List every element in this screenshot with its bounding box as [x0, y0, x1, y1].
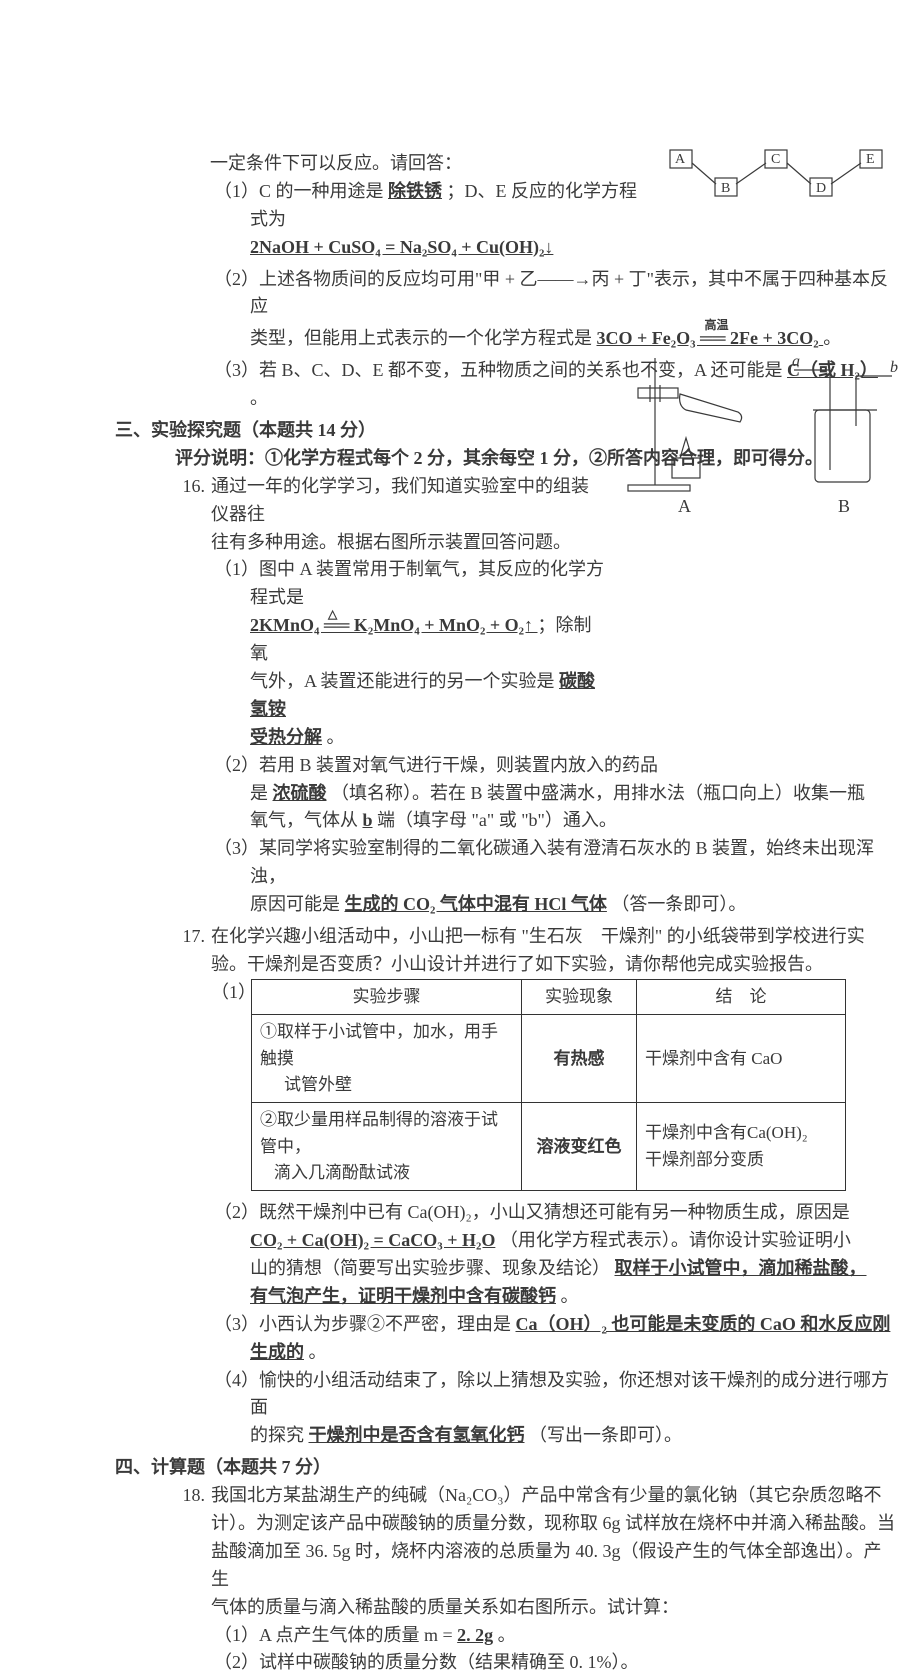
q17-p1: （1） 实验步骤 实验现象 结 论 ①取样于小试管中，加水，用手触摸 试管外壁 …	[115, 979, 895, 1191]
q17-p2-l3: 山的猜想（简要写出实验步骤、现象及结论） 取样于小试管中，滴加稀盐酸，	[115, 1255, 895, 1283]
q17-p4-l1: （4）愉快的小组活动结束了，除以上猜想及实验，你还想对该干燥剂的成分进行哪方面	[115, 1367, 895, 1423]
q15-p2-cont: 类型，但能用上式表示的一个化学方程式是	[250, 328, 597, 348]
q17-p3-ans2: 生成的	[250, 1342, 304, 1362]
section4-title: 四、计算题（本题共 7 分）	[115, 1454, 895, 1482]
section3-title: 三、实验探究题（本题共 14 分）	[115, 417, 895, 445]
q18-num: 18.	[175, 1482, 211, 1510]
q17-p2-l4: 有气泡产生，证明干燥剂中含有碳酸钙 。	[115, 1283, 895, 1311]
q17-p4-l2: 的探究 干燥剂中是否含有氢氧化钙 （写出一条即可）。	[115, 1422, 895, 1450]
q15-p1-eq-line: 2NaOH + CuSO₄ = Na₂SO₄ + Cu(OH)₂↓	[115, 234, 895, 262]
q18-l1: 我国北方某盐湖生产的纯碱（Na₂CO₃）产品中常含有少量的氯化钠（其它杂质忽略不	[211, 1482, 895, 1510]
q17-intro1: 在化学兴趣小组活动中，小山把一标有 "生石灰 干燥剂" 的小纸袋带到学校进行实	[211, 923, 895, 951]
q17: 17. 在化学兴趣小组活动中，小山把一标有 "生石灰 干燥剂" 的小纸袋带到学校…	[115, 923, 895, 979]
q16-p1-cond: △	[328, 605, 337, 624]
q15-p3-pre: （3）若 B、C、D、E 都不变，五种物质之间的关系也不变，A 还可能是	[214, 360, 787, 380]
q16-p3-l2: 原因可能是 生成的 CO₂ 气体中混有 HCl 气体 （答一条即可）。	[115, 891, 895, 919]
q15-p3-tail: 。	[250, 388, 268, 408]
q17-p4-l2pre: 的探究	[250, 1425, 309, 1445]
section3-note: 评分说明：①化学方程式每个 2 分，其余每空 1 分，②所答内容合理，即可得分。	[115, 445, 895, 473]
q15-p2-l2: 类型，但能用上式表示的一个化学方程式是 高温 3CO + Fe₂O₃ ══ 2F…	[115, 325, 895, 353]
q17-r1c2: 有热感	[522, 1015, 637, 1103]
q16-p1-l2: 气外，A 装置还能进行的另一个实验是 碳酸氢铵	[115, 668, 895, 724]
q16-intro1: 通过一年的化学学习，我们知道实验室中的组装仪器往	[211, 473, 605, 529]
q17-p3-l1: （3）小西认为步骤②不严密，理由是 Ca（OH）₂ 也可能是未变质的 CaO 和…	[115, 1311, 895, 1339]
q16-p2-l3tail: 端（填字母 "a" 或 "b"）通入。	[377, 810, 617, 830]
q16-p2-ans2: b	[363, 810, 373, 830]
q16-p2-ans1: 浓硫酸	[273, 783, 327, 803]
q15-intro: 一定条件下可以反应。请回答：	[115, 150, 895, 178]
q16-num: 16.	[175, 473, 211, 501]
q16-p1-l3: 受热分解 。	[115, 724, 895, 752]
q18-p1-ans: 2. 2g	[457, 1625, 493, 1645]
q16-p2-l2pre: 是	[250, 783, 273, 803]
q16-p2-l3: 氧气，气体从 b 端（填字母 "a" 或 "b"）通入。	[115, 807, 895, 835]
q17-th1: 实验步骤	[252, 979, 522, 1014]
q15-p1: （1）C 的一种用途是 除铁锈 ；D、E 反应的化学方程式为	[115, 178, 895, 234]
q16-p2-l1: （2）若用 B 装置对氧气进行干燥，则装置内放入的药品	[115, 752, 895, 780]
q15-p2-tail: 。	[823, 328, 841, 348]
q17-p1-label: （1）	[211, 979, 251, 1007]
q16-p3-l1: （3）某同学将实验室制得的二氧化碳通入装有澄清石灰水的 B 装置，始终未出现浑浊…	[115, 835, 895, 891]
q17-p2-l2: CO₂ + Ca(OH)₂ = CaCO₃ + H₂O （用化学方程式表示）。请…	[115, 1227, 895, 1255]
q17-p2-ans2: 有气泡产生，证明干燥剂中含有碳酸钙	[250, 1286, 556, 1306]
q17-r2c2: 溶液变红色	[522, 1103, 637, 1191]
q17-p2-eq: CO₂ + Ca(OH)₂ = CaCO₃ + H₂O	[250, 1230, 495, 1250]
q17-intro2: 验。干燥剂是否变质？小山设计并进行了如下实验，请你帮他完成实验报告。	[211, 951, 895, 979]
q18: 18. 我国北方某盐湖生产的纯碱（Na₂CO₃）产品中常含有少量的氯化钠（其它杂…	[115, 1482, 895, 1621]
q16-p1-eq: 2KMnO₄ ══ K₂MnO₄ + MnO₂ + O₂↑	[250, 615, 533, 635]
q15-p2-l1: （2）上述各物质间的反应均可用"甲 + 乙——→丙 + 丁"表示，其中不属于四种…	[115, 266, 895, 322]
q18-p1-pre: （1）A 点产生气体的质量 m =	[214, 1625, 457, 1645]
q15-p3-ans: C（或 H₂）	[787, 360, 878, 380]
q15-p1-eq: 2NaOH + CuSO₄ = Na₂SO₄ + Cu(OH)₂↓	[250, 237, 553, 257]
q15-p2-cond: 高温	[705, 316, 729, 335]
q17-p4-ans: 干燥剂中是否含有氢氧化钙	[309, 1425, 525, 1445]
q16-p1-eqrow: △ 2KMnO₄ ══ K₂MnO₄ + MnO₂ + O₂↑ ；除制氧	[115, 612, 895, 668]
q17-p3-ans1: Ca（OH）₂ 也可能是未变质的 CaO 和水反应刚	[516, 1314, 891, 1334]
q17-th2: 实验现象	[522, 979, 637, 1014]
q18-l4: 气体的质量与滴入稀盐酸的质量关系如右图所示。试计算：	[211, 1594, 895, 1622]
q16-p1-l2pre: 气外，A 装置还能进行的另一个实验是	[250, 671, 559, 691]
q17-p2-l3pre: 山的猜想（简要写出实验步骤、现象及结论）	[250, 1258, 615, 1278]
q16-p1-l3ans: 受热分解	[250, 727, 322, 747]
q17-p2-l4tail: 。	[561, 1286, 579, 1306]
q17-th3: 结 论	[637, 979, 846, 1014]
q18-l3: 盐酸滴加至 36. 5g 时，烧杯内溶液的总质量为 40. 3g（假设产生的气体…	[211, 1538, 895, 1594]
q17-num: 17.	[175, 923, 211, 951]
q16-p3-l2pre: 原因可能是	[250, 894, 345, 914]
q17-p3-l1pre: （3）小西认为步骤②不严密，理由是	[214, 1314, 516, 1334]
q16-p1-l1: （1）图中 A 装置常用于制氧气，其反应的化学方程式是	[115, 556, 895, 612]
q15-p3: （3）若 B、C、D、E 都不变，五种物质之间的关系也不变，A 还可能是 C（或…	[115, 357, 895, 413]
q17-p3-l2: 生成的 。	[115, 1339, 895, 1367]
q16: 16. 通过一年的化学学习，我们知道实验室中的组装仪器往 往有多种用途。根据右图…	[115, 473, 895, 557]
q17-r1c1: ①取样于小试管中，加水，用手触摸 试管外壁	[252, 1015, 522, 1103]
q17-r1c3: 干燥剂中含有 CaO	[637, 1015, 846, 1103]
q17-p4-l2tail: （写出一条即可）。	[529, 1425, 682, 1445]
q17-r2c3: 干燥剂中含有Ca(OH)₂ 干燥剂部分变质	[637, 1103, 846, 1191]
q16-p2-l2mid: （填名称）。若在 B 装置中盛满水，用排水法（瓶口向上）收集一瓶	[331, 783, 865, 803]
q18-p2: （2）试样中碳酸钠的质量分数（结果精确至 0. 1%）。	[115, 1649, 895, 1677]
q17-p2-l1: （2）既然干燥剂中已有 Ca(OH)₂，小山又猜想还可能有另一种物质生成，原因是	[115, 1199, 895, 1227]
q18-p1-tail: 。	[498, 1625, 516, 1645]
q15-p1-pre: （1）C 的一种用途是	[214, 181, 388, 201]
q18-l2: 计）。为测定该产品中碳酸钠的质量分数，现称取 6g 试样放在烧杯中并滴入稀盐酸。…	[211, 1510, 895, 1538]
q17-r2c1: ②取少量用样品制得的溶液于试管中， 滴入几滴酚酞试液	[252, 1103, 522, 1191]
q16-intro2: 往有多种用途。根据右图所示装置回答问题。	[211, 529, 605, 557]
q17-p2-ans1: 取样于小试管中，滴加稀盐酸，	[615, 1258, 867, 1278]
q16-p2-l2: 是 浓硫酸 （填名称）。若在 B 装置中盛满水，用排水法（瓶口向上）收集一瓶	[115, 780, 895, 808]
q17-p3-l2tail: 。	[309, 1342, 327, 1362]
q17-table: 实验步骤 实验现象 结 论 ①取样于小试管中，加水，用手触摸 试管外壁 有热感 …	[251, 979, 846, 1191]
q18-p1: （1）A 点产生气体的质量 m = 2. 2g 。	[115, 1622, 895, 1650]
q16-p3-ans: 生成的 CO₂ 气体中混有 HCl 气体	[345, 894, 607, 914]
q16-p2-l3pre: 氧气，气体从	[250, 810, 363, 830]
q16-p1-l3tail: 。	[327, 727, 345, 747]
q15-p1-ans1: 除铁锈	[388, 181, 442, 201]
q16-p3-l2tail: （答一条即可）。	[611, 894, 746, 914]
q17-p2-l2tail: （用化学方程式表示）。请你设计实验证明小	[500, 1230, 851, 1250]
